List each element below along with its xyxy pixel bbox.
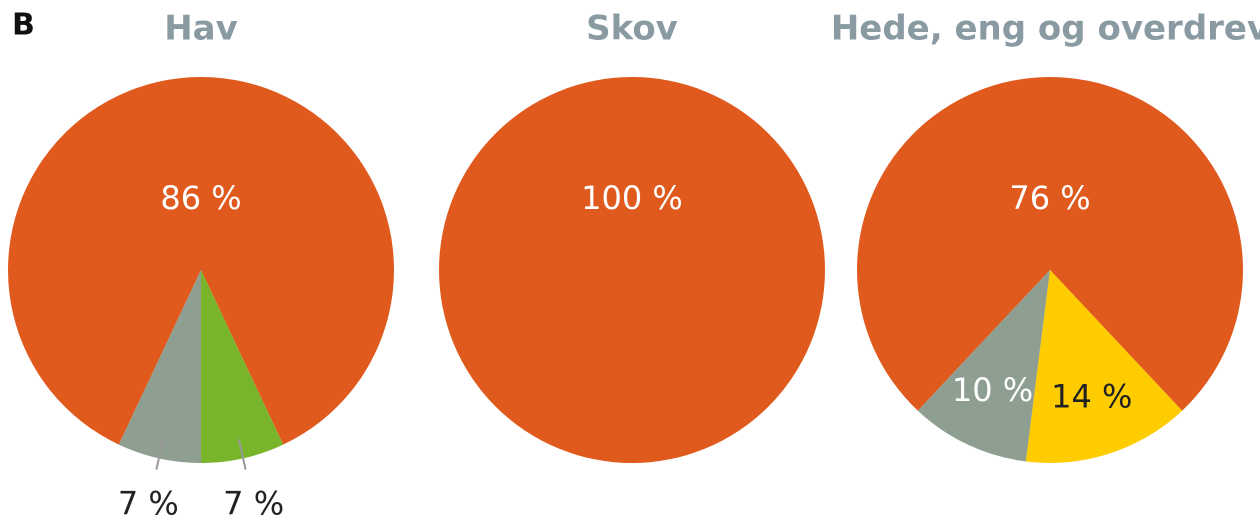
leader-line <box>237 439 247 470</box>
chart-title: Hede, eng og overdrev <box>831 9 1260 49</box>
pie-slice <box>439 77 825 463</box>
data-label: 100 % <box>581 179 683 217</box>
pie-slice <box>1025 270 1183 463</box>
leader-line <box>155 439 165 470</box>
data-label: 14 % <box>1051 377 1132 415</box>
chart-title: Skov <box>586 9 678 49</box>
pie-slice <box>7 76 394 445</box>
data-label: 10 % <box>952 371 1033 409</box>
pie-slice <box>201 270 284 463</box>
data-label: 76 % <box>1009 179 1090 217</box>
data-label: 7 % <box>223 484 284 522</box>
chart-title: Hav <box>164 9 238 49</box>
pie-slice <box>857 76 1243 411</box>
pie-slice <box>917 270 1050 462</box>
data-label: 7 % <box>118 484 179 522</box>
pie-slice <box>118 270 201 463</box>
data-label: 86 % <box>160 179 241 217</box>
panel-label: B <box>12 8 35 43</box>
